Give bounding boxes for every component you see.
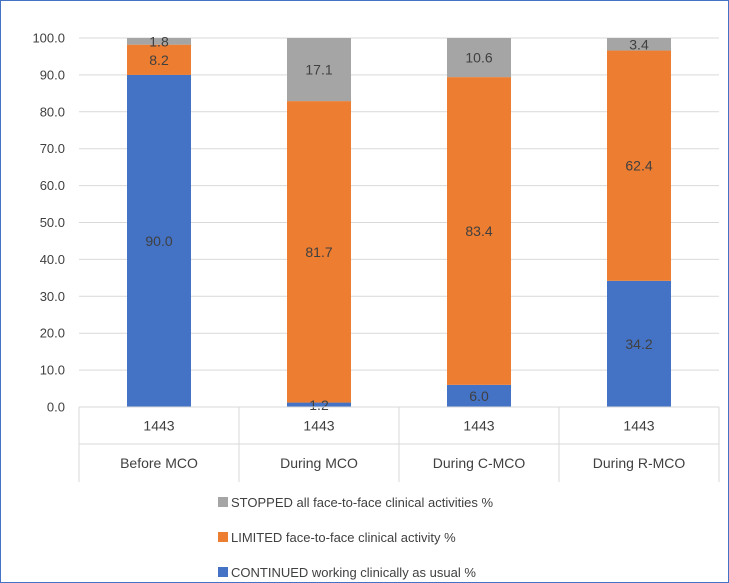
y-tick-label: 70.0 <box>40 141 65 156</box>
x-category-label: During C-MCO <box>433 455 526 471</box>
y-tick-label: 20.0 <box>40 326 65 341</box>
data-label: 90.0 <box>145 233 172 249</box>
bar-segment <box>447 77 511 385</box>
data-label: 62.4 <box>625 158 652 174</box>
bars <box>127 38 671 408</box>
y-axis-ticks: 0.0 10.0 20.0 30.0 40.0 50.0 60.0 70.0 80.0 90.0 1… <box>32 31 65 415</box>
legend-label: LIMITED face-to-face clinical activity % <box>231 530 456 545</box>
data-label: 6.0 <box>469 388 489 404</box>
x-count-label: 1443 <box>463 418 494 434</box>
legend-label: STOPPED all face-to-face clinical activi… <box>231 495 493 510</box>
x-axis-table: 1443 Before MCO 1443 During MCO 1443 During C… <box>78 406 720 482</box>
y-tick-label: 10.0 <box>40 363 65 378</box>
bar-segment <box>127 44 191 75</box>
bar-segment <box>607 38 671 51</box>
legend-swatch <box>218 497 228 507</box>
legend: STOPPED all face-to-face clinical activi… <box>218 495 493 580</box>
bar-segment <box>447 38 511 78</box>
x-count-label: 1443 <box>303 418 334 434</box>
y-tick-label: 0.0 <box>47 400 65 415</box>
data-label: 83.4 <box>465 223 492 239</box>
data-label: 81.7 <box>305 244 332 260</box>
data-label: 10.6 <box>465 50 492 66</box>
y-tick-label: 90.0 <box>40 67 65 82</box>
y-tick-label: 40.0 <box>40 252 65 267</box>
x-category-label: During R-MCO <box>593 455 686 471</box>
data-label: 34.2 <box>625 336 652 352</box>
y-tick-label: 60.0 <box>40 178 65 193</box>
y-tick-label: 30.0 <box>40 289 65 304</box>
bar-segment <box>287 402 351 407</box>
data-label: 1.2 <box>309 397 329 413</box>
x-count-label: 1443 <box>143 418 174 434</box>
data-label: 3.4 <box>629 36 649 52</box>
bar-segment <box>287 101 351 403</box>
data-label: 8.2 <box>149 52 169 68</box>
x-category-label: Before MCO <box>120 455 198 471</box>
legend-label: CONTINUED working clinically as usual % <box>231 565 476 580</box>
bar-segment <box>127 74 191 408</box>
legend-swatch <box>218 532 228 542</box>
y-tick-label: 50.0 <box>40 215 65 230</box>
y-tick-label: 80.0 <box>40 104 65 119</box>
bar-segment <box>447 384 511 407</box>
bar-segment <box>287 38 351 102</box>
x-count-label: 1443 <box>623 418 654 434</box>
bar-segment <box>607 50 671 281</box>
bar-segment <box>607 280 671 407</box>
bar-segment <box>127 38 191 45</box>
legend-swatch <box>218 567 228 577</box>
data-label: 17.1 <box>305 62 332 78</box>
y-tick-label: 100.0 <box>32 31 65 46</box>
x-category-label: During MCO <box>280 455 358 471</box>
data-labels: 90.0 8.2 1.8 1.2 81.7 17.1 6.0 83.4 10.6 34.2 62.4… <box>145 33 652 412</box>
data-label: 1.8 <box>149 33 169 49</box>
